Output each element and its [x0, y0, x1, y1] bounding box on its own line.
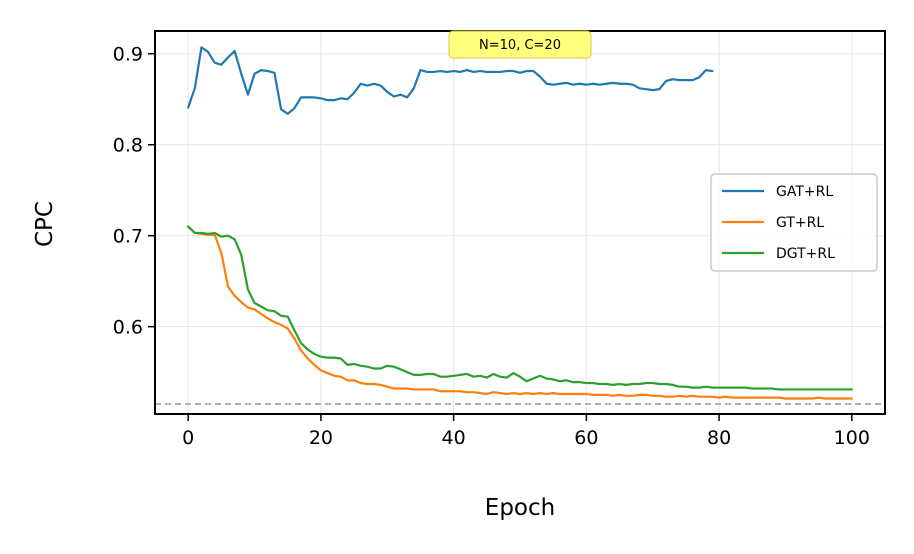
y-axis-ticks: 0.6 0.7 0.8 0.9 — [113, 44, 155, 339]
x-axis-ticks: 0 20 40 60 80 100 — [182, 414, 870, 449]
x-tick-label: 60 — [574, 427, 598, 449]
legend-frame — [710, 173, 878, 272]
x-axis-title: Epoch — [485, 495, 555, 521]
legend-label-gat-rl: GAT+RL — [776, 184, 833, 200]
annotation-text: N=10, C=20 — [479, 38, 561, 53]
y-tick-label: 0.7 — [113, 226, 143, 248]
legend-label-dgt-rl: DGT+RL — [776, 246, 835, 262]
y-axis-title: CPC — [32, 201, 58, 247]
annotation-box: N=10, C=20 — [448, 30, 592, 59]
x-tick-label: 0 — [182, 427, 194, 449]
annotation-background — [448, 30, 592, 59]
x-tick-label: 20 — [309, 427, 333, 449]
legend-items: GAT+RL GT+RL DGT+RL — [722, 184, 835, 262]
y-tick-label: 0.9 — [113, 44, 143, 66]
series-layer — [187, 46, 853, 400]
legend: GAT+RL GT+RL DGT+RL — [710, 173, 878, 272]
x-tick-label: 100 — [834, 427, 870, 449]
series-line-gat-rl — [187, 46, 714, 115]
y-tick-label: 0.8 — [113, 135, 143, 157]
series-line-gt-rl — [187, 225, 853, 400]
legend-label-gt-rl: GT+RL — [776, 215, 824, 231]
series-line-dgt-rl — [187, 225, 853, 391]
y-tick-label: 0.6 — [113, 317, 143, 339]
x-tick-label: 40 — [442, 427, 466, 449]
x-tick-label: 80 — [707, 427, 731, 449]
